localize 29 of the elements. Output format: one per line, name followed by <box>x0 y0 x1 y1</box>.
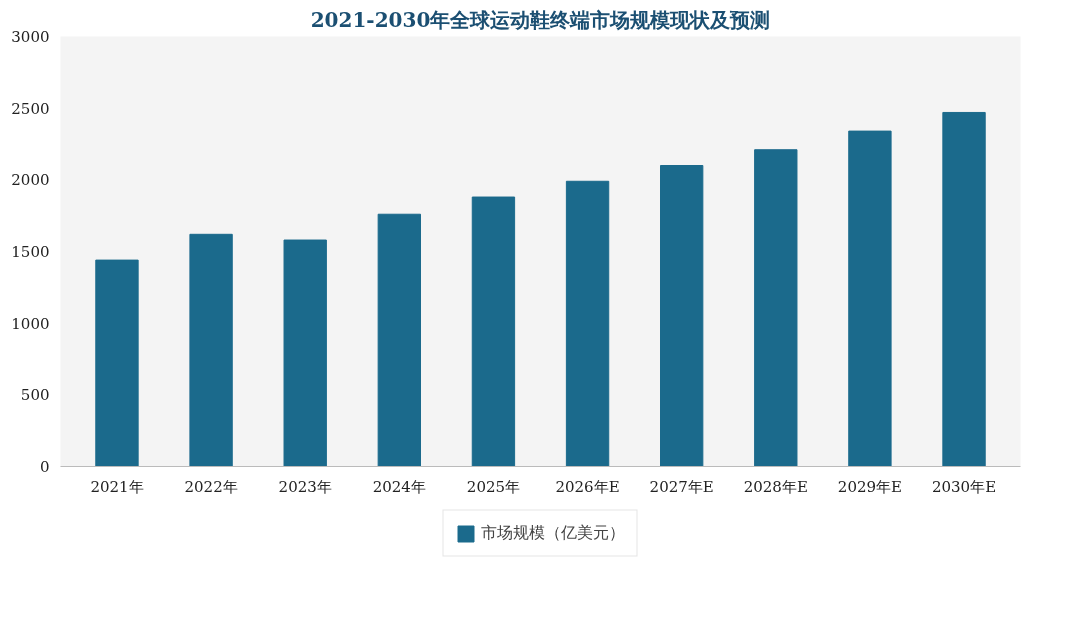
y-tick-label: 1000 <box>11 314 50 333</box>
chart-title: 2021-2030年全球运动鞋终端市场规模现状及预测 <box>310 7 771 32</box>
x-tick-label: 2030年E <box>931 477 997 496</box>
x-tick-label: 2023年 <box>278 477 332 496</box>
x-tick-label: 2025年 <box>466 477 521 496</box>
legend-label: 市场规模（亿美元） <box>480 522 625 544</box>
bar <box>848 130 892 467</box>
x-tick-label: 2028年E <box>743 477 808 496</box>
bar <box>189 233 233 467</box>
x-tick-label: 2021年 <box>90 477 144 496</box>
bar <box>942 111 986 467</box>
x-tick-label: 2027年E <box>649 477 714 496</box>
x-tick-label: 2029年E <box>837 477 902 496</box>
y-tick-label: 2500 <box>11 99 50 118</box>
x-tick-label: 2022年 <box>184 477 238 496</box>
x-tick-label: 2024年 <box>372 477 426 496</box>
y-tick-label: 1500 <box>11 243 50 261</box>
bar <box>377 213 421 467</box>
bar <box>754 149 798 467</box>
bar <box>283 239 327 467</box>
y-tick-label: 500 <box>20 386 50 405</box>
y-tick-label: 2000 <box>11 171 50 190</box>
y-tick-label: 0 <box>39 458 50 476</box>
x-tick-label: 2026年E <box>555 477 620 496</box>
y-tick-label: 3000 <box>11 28 50 46</box>
bar <box>471 196 516 467</box>
bar <box>660 165 704 467</box>
bar <box>95 259 139 467</box>
bar <box>565 180 610 467</box>
